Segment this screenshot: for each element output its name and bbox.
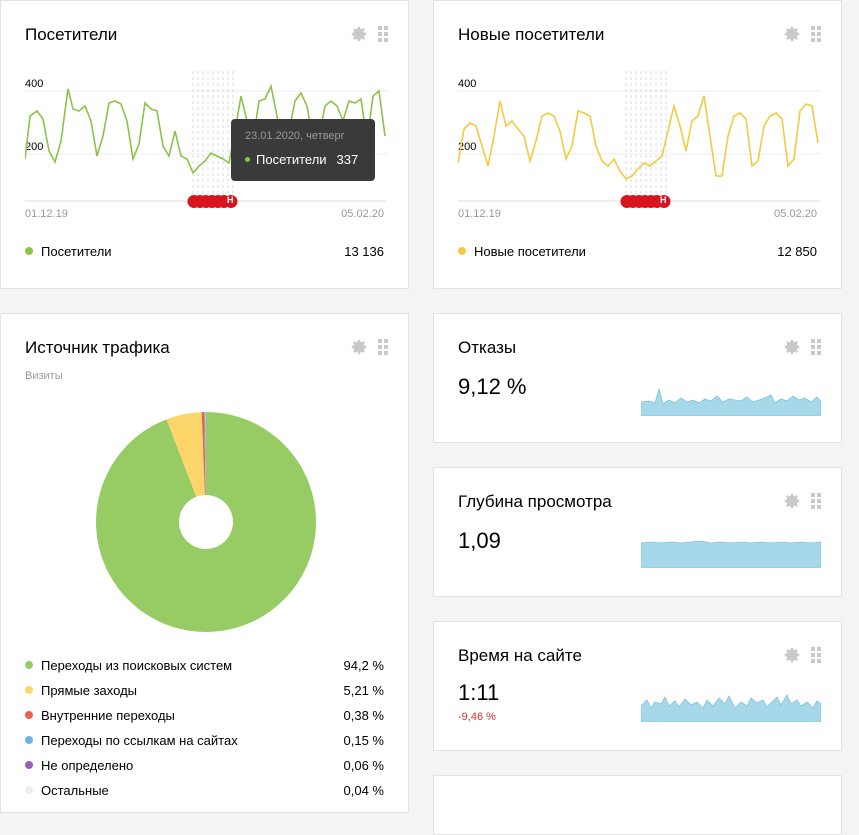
- tooltip-dot: [245, 157, 250, 162]
- legend-value: 0,15 %: [344, 733, 384, 748]
- metric-value: 9,12 %: [458, 374, 527, 400]
- legend-dot: [25, 661, 33, 669]
- legend-name: Новые посетители: [474, 244, 777, 259]
- widget-tools: [350, 338, 388, 356]
- bounce-sparkline[interactable]: [641, 386, 821, 416]
- widget-title: Отказы: [458, 338, 516, 358]
- date-end: 05.02.20: [341, 208, 384, 220]
- widget-depth: Глубина просмотра 1,09: [433, 467, 842, 597]
- new-visitors-line-chart[interactable]: [458, 71, 820, 211]
- drag-handle-icon[interactable]: [811, 26, 821, 42]
- legend-value: 13 136: [344, 244, 384, 259]
- legend-dot: [25, 686, 33, 694]
- widget-time-on-site: Время на сайте 1:11 -9,46 %: [433, 621, 842, 751]
- legend-dot: [25, 736, 33, 744]
- legend-item[interactable]: Новые посетители 12 850: [458, 242, 817, 260]
- gear-icon[interactable]: [350, 25, 368, 43]
- legend-dot: [25, 247, 33, 255]
- tooltip-row: Посетители 337: [245, 152, 358, 167]
- widget-tools: [350, 25, 388, 43]
- widget-tools: [783, 338, 821, 356]
- time-sparkline[interactable]: [641, 692, 821, 722]
- widget-title: Время на сайте: [458, 646, 582, 666]
- widget-title: Новые посетители: [458, 25, 604, 45]
- drag-handle-icon[interactable]: [811, 647, 821, 663]
- drag-handle-icon[interactable]: [378, 26, 388, 42]
- legend-name: Посетители: [41, 244, 344, 259]
- legend-dot: [25, 711, 33, 719]
- widget-bounce: Отказы 9,12 %: [433, 313, 842, 443]
- traffic-donut-chart[interactable]: [95, 411, 317, 633]
- legend-value: 94,2 %: [344, 658, 384, 673]
- legend-value: 5,21 %: [344, 683, 384, 698]
- legend-name: Переходы из поисковых систем: [41, 658, 344, 673]
- legend-name: Остальные: [41, 783, 344, 798]
- legend-dot: [458, 247, 466, 255]
- widget-new-visitors: Новые посетители 400 200 Н 01.12.19 05.0…: [433, 0, 842, 289]
- legend-name: Не определено: [41, 758, 344, 773]
- legend-name: Внутренние переходы: [41, 708, 344, 723]
- holiday-marker-label: Н: [660, 195, 667, 205]
- gear-icon[interactable]: [783, 492, 801, 510]
- legend-value: 0,04 %: [344, 783, 384, 798]
- widget-visitors: Посетители 400 200 Н 01.12.19 05.02.20 П…: [0, 0, 409, 289]
- gear-icon[interactable]: [783, 338, 801, 356]
- tooltip-metric: Посетители: [256, 152, 327, 167]
- metric-value: 1:11: [458, 680, 499, 706]
- date-start: 01.12.19: [25, 208, 68, 220]
- widget-tools: [783, 492, 821, 510]
- legend-name: Прямые заходы: [41, 683, 344, 698]
- tooltip-date: 23.01.2020, четверг: [245, 130, 345, 142]
- legend-value: 0,06 %: [344, 758, 384, 773]
- legend-dot: [25, 761, 33, 769]
- tooltip-value: 337: [337, 152, 359, 167]
- widget-tools: [783, 646, 821, 664]
- holiday-markers[interactable]: [187, 194, 243, 209]
- gear-icon[interactable]: [783, 25, 801, 43]
- legend-value: 12 850: [777, 244, 817, 259]
- gear-icon[interactable]: [350, 338, 368, 356]
- widget-subtitle: Визиты: [25, 370, 63, 382]
- widget-title: Источник трафика: [25, 338, 170, 358]
- drag-handle-icon[interactable]: [811, 339, 821, 355]
- widget-partial: [433, 775, 842, 835]
- metric-delta: -9,46 %: [458, 711, 496, 723]
- legend-value: 0,38 %: [344, 708, 384, 723]
- widget-tools: [783, 25, 821, 43]
- depth-sparkline[interactable]: [641, 538, 821, 568]
- holiday-markers[interactable]: [620, 194, 676, 209]
- metric-value: 1,09: [458, 528, 501, 554]
- widget-title: Глубина просмотра: [458, 492, 612, 512]
- legend-name: Переходы по ссылкам на сайтах: [41, 733, 344, 748]
- date-end: 05.02.20: [774, 208, 817, 220]
- legend-dot: [25, 786, 33, 794]
- chart-tooltip: 23.01.2020, четверг Посетители 337: [231, 119, 375, 181]
- drag-handle-icon[interactable]: [811, 493, 821, 509]
- holiday-marker-label: Н: [227, 195, 234, 205]
- legend-item[interactable]: Посетители 13 136: [25, 242, 384, 260]
- date-start: 01.12.19: [458, 208, 501, 220]
- widget-title: Посетители: [25, 25, 117, 45]
- widget-traffic-source: Источник трафика Визиты Переходы из поис…: [0, 313, 409, 813]
- gear-icon[interactable]: [783, 646, 801, 664]
- drag-handle-icon[interactable]: [378, 339, 388, 355]
